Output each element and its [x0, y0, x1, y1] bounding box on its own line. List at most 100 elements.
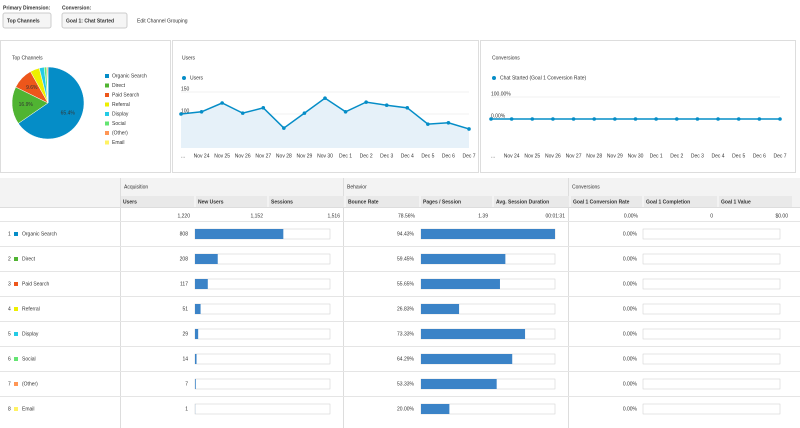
conversion-value: 0.00%: [623, 381, 638, 387]
point: [446, 121, 451, 125]
bounce-bar: [421, 379, 497, 389]
bar-track: [642, 403, 781, 415]
x-tick-label: Dec 2: [360, 153, 373, 159]
column-header[interactable]: [269, 196, 344, 207]
x-tick-label: Dec 5: [421, 153, 434, 159]
row-index: 7: [8, 381, 11, 387]
bounce-value: 94.43%: [397, 231, 415, 237]
total-value: 1.39: [478, 213, 488, 219]
x-tick-label: Dec 1: [339, 153, 352, 159]
legend-label: Direct: [112, 83, 126, 89]
column-header[interactable]: [346, 196, 419, 207]
users-bar: [195, 354, 197, 364]
column-header-text: Users: [123, 199, 137, 205]
y-tick-label: 100: [181, 108, 190, 114]
users-value: 14: [182, 356, 188, 362]
total-value: 00:01:31: [546, 213, 566, 219]
point: [240, 111, 245, 115]
point: [261, 106, 266, 110]
link[interactable]: Edit Channel Grouping: [137, 18, 188, 24]
slice-label: 9.6%: [26, 85, 38, 91]
x-tick-label: Nov 26: [545, 153, 561, 159]
bounce-value: 26.83%: [397, 306, 415, 312]
x-tick-label: Dec 6: [753, 153, 766, 159]
point: [489, 117, 493, 121]
total-value: 78.56%: [398, 213, 416, 219]
dropdown[interactable]: [61, 12, 128, 29]
column-header-text: New Users: [198, 199, 224, 205]
channel-link[interactable]: Paid Search: [22, 281, 49, 287]
column-header[interactable]: [421, 196, 492, 207]
column-header[interactable]: [121, 196, 194, 207]
bounce-bar: [421, 229, 555, 239]
conversion-value: 0.00%: [623, 406, 638, 412]
x-tick-label: Dec 7: [462, 153, 475, 159]
column-header[interactable]: [571, 196, 642, 207]
total-value: 1,152: [250, 213, 263, 219]
point: [654, 117, 658, 121]
legend-label: Referral: [112, 102, 130, 108]
x-tick-label: Nov 25: [214, 153, 230, 159]
chart-title: Top Channels: [12, 55, 43, 61]
channel-link[interactable]: (Other): [22, 381, 38, 387]
point: [364, 100, 368, 104]
x-tick-label: Nov 24: [504, 153, 520, 159]
row-index: 8: [8, 406, 11, 412]
x-tick-label: Dec 4: [401, 153, 414, 159]
legend-swatch: [105, 83, 109, 88]
point: [757, 117, 762, 121]
bounce-bar: [421, 329, 526, 339]
chart-title: Users: [182, 55, 196, 61]
column-header[interactable]: [494, 196, 569, 207]
bar-track: [194, 303, 331, 315]
users-bar: [195, 329, 199, 339]
legend-swatch: [105, 102, 109, 107]
point: [736, 117, 741, 121]
bounce-bar: [421, 304, 460, 314]
point: [323, 96, 327, 100]
x-tick-label: ...: [181, 153, 185, 159]
column-header-text: Sessions: [271, 199, 293, 205]
point: [695, 117, 700, 121]
y-tick-label: 150: [181, 86, 190, 92]
legend-label: Social: [112, 121, 126, 127]
column-header[interactable]: [196, 196, 267, 207]
dropdown-text: Top Channels: [7, 18, 40, 24]
row-index: 1: [8, 231, 11, 237]
bounce-value: 59.45%: [397, 256, 415, 262]
x-tick-label: Nov 28: [586, 153, 602, 159]
total-value: 0.00%: [624, 213, 639, 219]
bar-track: [194, 403, 331, 415]
channel-swatch: [14, 357, 18, 361]
channel-link[interactable]: Direct: [22, 256, 36, 262]
x-tick-label: Nov 24: [194, 153, 210, 159]
conversion-value: 0.00%: [623, 231, 638, 237]
legend-label: Display: [112, 111, 129, 117]
column-header[interactable]: [719, 196, 792, 207]
channel-link[interactable]: Display: [22, 331, 39, 337]
point: [509, 117, 514, 121]
legend-label: Users: [190, 75, 204, 81]
channel-link[interactable]: Email: [22, 406, 35, 412]
point: [571, 117, 576, 121]
x-tick-label: Nov 26: [235, 153, 251, 159]
total-value: 1,220: [177, 213, 190, 219]
legend-label: Organic Search: [112, 73, 147, 79]
slice-label: 65.4%: [61, 111, 76, 117]
channel-link[interactable]: Social: [22, 356, 36, 362]
x-tick-label: ...: [491, 153, 495, 159]
x-tick-label: Dec 5: [732, 153, 745, 159]
point: [716, 117, 720, 121]
channel-link[interactable]: Referral: [22, 306, 40, 312]
conversion-value: 0.00%: [623, 256, 638, 262]
column-header-text: Goal 1 Conversion Rate: [573, 199, 630, 205]
channel-link[interactable]: Organic Search: [22, 231, 57, 237]
column-header[interactable]: [644, 196, 717, 207]
panel: [480, 40, 796, 173]
point: [343, 110, 348, 114]
point: [613, 117, 617, 121]
legend-label: Paid Search: [112, 92, 139, 98]
bar-track: [194, 378, 331, 390]
x-tick-label: Nov 30: [317, 153, 333, 159]
dropdown[interactable]: [2, 12, 52, 29]
